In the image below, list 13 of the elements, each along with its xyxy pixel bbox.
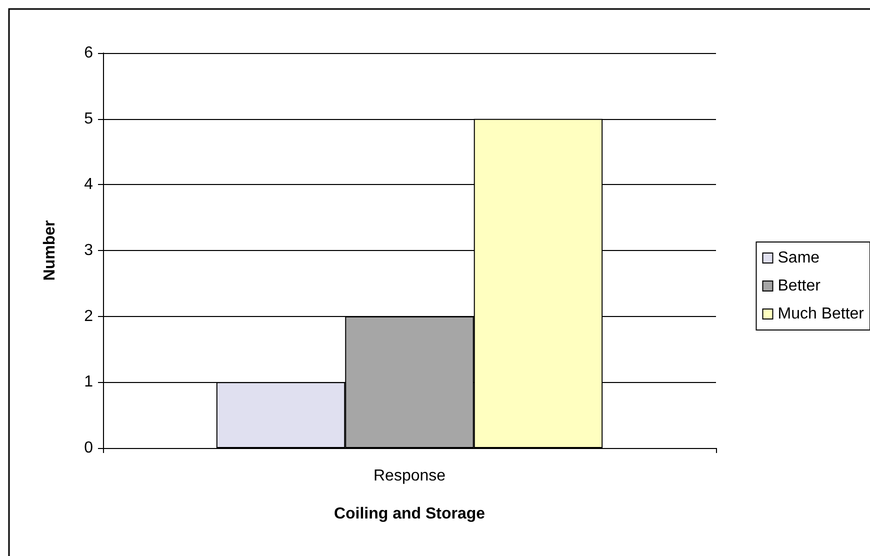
y-tick-label: 5 [84,110,94,128]
y-tick-label: 1 [84,374,94,391]
y-tick-label: 4 [84,176,94,194]
y-tick-label: 6 [84,44,94,62]
legend-label: Better [778,278,822,294]
y-axis-title: Number [42,220,58,281]
legend-label: Much Better [778,306,865,322]
legend-label: Same [778,250,820,266]
x-axis-title: Coiling and Storage [334,506,486,522]
y-tick-label: 0 [84,440,94,456]
x-tick-label: Response [373,468,446,484]
y-tick-label: 3 [84,242,94,259]
y-tick-label: 2 [84,308,94,325]
